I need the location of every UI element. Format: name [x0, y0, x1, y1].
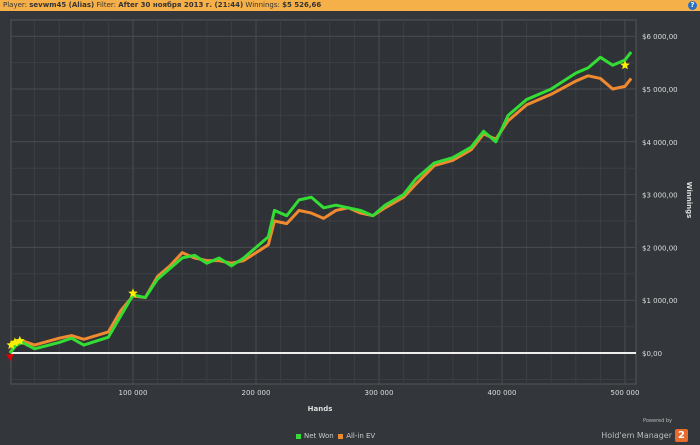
- y-axis-label: Winnings: [685, 182, 693, 219]
- legend-all-in-ev: All-in EV: [346, 432, 376, 440]
- filter-label: Filter:: [96, 1, 116, 9]
- hem2-logo: Powered by Hold'em Manager 2: [601, 418, 688, 444]
- y-tick-label: $1 000,00: [642, 297, 678, 305]
- winnings-chart: 100 000 200 000 300 000 400 000 500 000 $0,00…: [6, 19, 693, 413]
- x-tick-label: 200 000: [242, 389, 271, 397]
- star-marker: [128, 288, 138, 298]
- powered-by: Powered by: [643, 418, 672, 424]
- header-bar: Player: sevwm45 (Alias) Filter: After 30…: [0, 0, 700, 11]
- x-tick-label: 400 000: [488, 389, 517, 397]
- star-marker: [6, 340, 16, 350]
- plot-area: [10, 19, 637, 385]
- x-axis-label: Hands: [308, 405, 333, 413]
- y-tick-label: $6 000,00: [642, 33, 678, 41]
- series-line-net-won: [8, 51, 633, 354]
- legend-net-won: Net Won: [304, 432, 334, 440]
- player-name: sevwm45 (Alias): [29, 1, 95, 9]
- series-line-all-in-ev: [8, 74, 633, 354]
- y-tick-label: $0,00: [642, 350, 662, 358]
- logo-badge: 2: [675, 429, 688, 442]
- x-tick-label: 500 000: [611, 389, 640, 397]
- y-tick-label: $5 000,00: [642, 86, 678, 94]
- legend: Net Won All-in EV: [296, 432, 375, 440]
- legend-swatch-all-in-ev: [338, 433, 344, 439]
- help-icon[interactable]: ?: [688, 1, 697, 10]
- x-tick-label: 100 000: [119, 389, 148, 397]
- logo-name: Hold'em Manager: [601, 431, 672, 440]
- x-tick-label: 300 000: [365, 389, 394, 397]
- star-marker: [620, 60, 630, 70]
- winnings-value: $5 526,66: [282, 1, 322, 9]
- star-marker: [15, 335, 25, 345]
- y-tick-label: $2 000,00: [642, 244, 678, 252]
- y-tick-label: $4 000,00: [642, 139, 678, 147]
- player-label: Player:: [3, 1, 28, 9]
- filter-value: After 30 ноября 2013 г. (21:44): [118, 1, 244, 9]
- triangle-marker: [6, 354, 14, 362]
- legend-swatch-net-won: [296, 433, 301, 439]
- winnings-label: Winnings:: [245, 1, 280, 9]
- y-tick-label: $3 000,00: [642, 192, 678, 200]
